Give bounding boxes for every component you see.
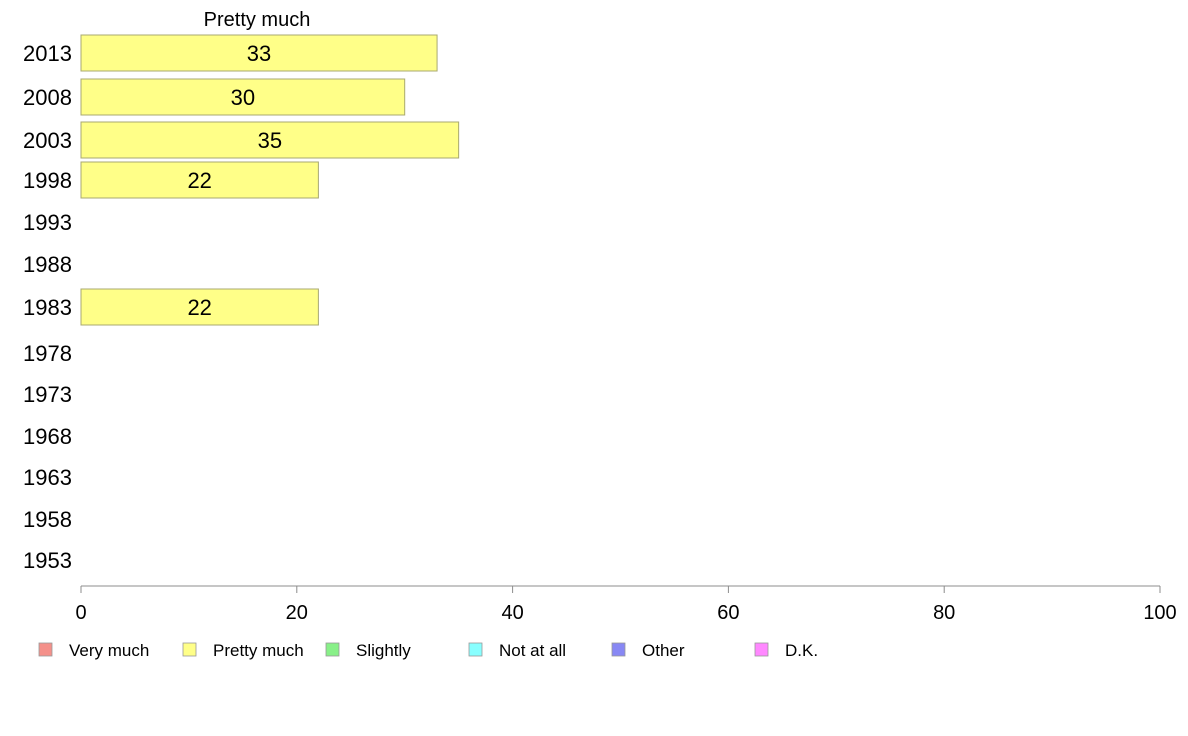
legend-label: Pretty much <box>213 641 304 660</box>
y-tick-label: 1968 <box>23 424 72 449</box>
x-tick-label: 20 <box>286 602 308 624</box>
y-tick-label: 1983 <box>23 295 72 320</box>
x-tick-label: 60 <box>717 602 739 624</box>
legend-swatch <box>468 642 483 657</box>
legend-label: Slightly <box>356 641 411 660</box>
legend-swatch <box>38 642 53 657</box>
y-tick-label: 1963 <box>23 465 72 490</box>
y-tick-label: 1993 <box>23 210 72 235</box>
y-tick-label: 1988 <box>23 252 72 277</box>
x-tick-label: 0 <box>75 602 86 624</box>
chart-title: Pretty much <box>204 9 311 31</box>
bar <box>80 288 319 326</box>
y-tick-label: 1998 <box>23 168 72 193</box>
bar <box>80 121 460 159</box>
bar <box>80 34 438 72</box>
bar-data-label: 33 <box>247 41 271 66</box>
y-axis-labels: 2013 2008 2003 1998 1993 1988 1983 1978 1973 1968… <box>23 41 72 573</box>
y-tick-label: 1953 <box>23 548 72 573</box>
legend-label: Not at all <box>499 641 566 660</box>
bar <box>80 161 319 199</box>
legend-label: D.K. <box>785 641 818 660</box>
y-tick-label: 1978 <box>23 341 72 366</box>
x-axis: 0 20 40 60 80 100 <box>75 585 1177 624</box>
bar-data-label: 35 <box>258 128 282 153</box>
legend-swatch <box>611 642 626 657</box>
legend-swatch <box>325 642 340 657</box>
legend-swatch <box>182 642 197 657</box>
y-tick-label: 2003 <box>23 128 72 153</box>
legend-label: Very much <box>69 641 149 660</box>
y-tick-label: 1958 <box>23 507 72 532</box>
legend-label: Other <box>642 641 685 660</box>
bar-data-label: 22 <box>187 168 211 193</box>
x-tick-label: 80 <box>933 602 955 624</box>
y-tick-label: 2008 <box>23 85 72 110</box>
x-tick-label: 100 <box>1143 602 1176 624</box>
y-tick-label: 2013 <box>23 41 72 66</box>
x-tick-label: 40 <box>501 602 523 624</box>
bar-data-label: 30 <box>231 85 255 110</box>
bar <box>80 78 406 116</box>
legend: Very much Pretty much Slightly Not at all Ot… <box>38 641 818 660</box>
legend-swatch <box>754 642 769 657</box>
bar-data-label: 22 <box>187 295 211 320</box>
y-tick-label: 1973 <box>23 382 72 407</box>
